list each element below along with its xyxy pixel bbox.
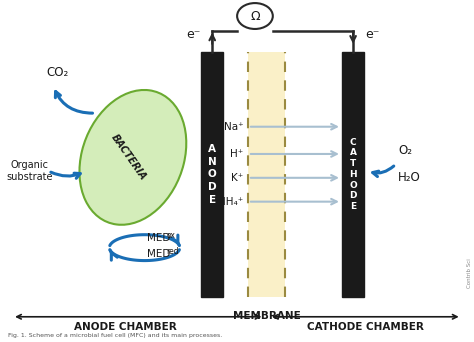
Text: ox: ox <box>167 232 175 240</box>
Text: MEMBRANE: MEMBRANE <box>233 311 301 321</box>
Text: CO₂: CO₂ <box>46 66 69 79</box>
Bar <box>201 52 224 297</box>
Text: CATHODE CHAMBER: CATHODE CHAMBER <box>307 322 424 332</box>
Text: Contrib Sci: Contrib Sci <box>467 258 472 288</box>
Text: Organic
substrate: Organic substrate <box>6 160 53 182</box>
Text: Na⁺: Na⁺ <box>224 122 243 132</box>
Text: MED: MED <box>147 249 170 260</box>
Text: H⁺: H⁺ <box>230 149 243 159</box>
Text: O₂: O₂ <box>398 144 412 157</box>
Ellipse shape <box>80 90 186 225</box>
Text: BACTERIA: BACTERIA <box>109 133 147 182</box>
Text: MED: MED <box>147 234 170 244</box>
Text: e⁻: e⁻ <box>365 28 379 41</box>
Text: Ω: Ω <box>250 10 260 23</box>
Text: A
N
O
D
E: A N O D E <box>208 144 217 205</box>
Bar <box>342 52 365 297</box>
Text: C
A
T
H
O
D
E: C A T H O D E <box>349 138 357 211</box>
Text: NH₄⁺: NH₄⁺ <box>218 197 243 207</box>
Text: K⁺: K⁺ <box>231 173 243 183</box>
Bar <box>248 52 285 297</box>
Text: Fig. 1. Scheme of a microbial fuel cell (MFC) and its main processes.: Fig. 1. Scheme of a microbial fuel cell … <box>9 333 223 338</box>
Text: red: red <box>167 248 179 256</box>
Text: e⁻: e⁻ <box>186 28 201 41</box>
Text: H₂O: H₂O <box>398 171 421 184</box>
Text: ANODE CHAMBER: ANODE CHAMBER <box>74 322 177 332</box>
